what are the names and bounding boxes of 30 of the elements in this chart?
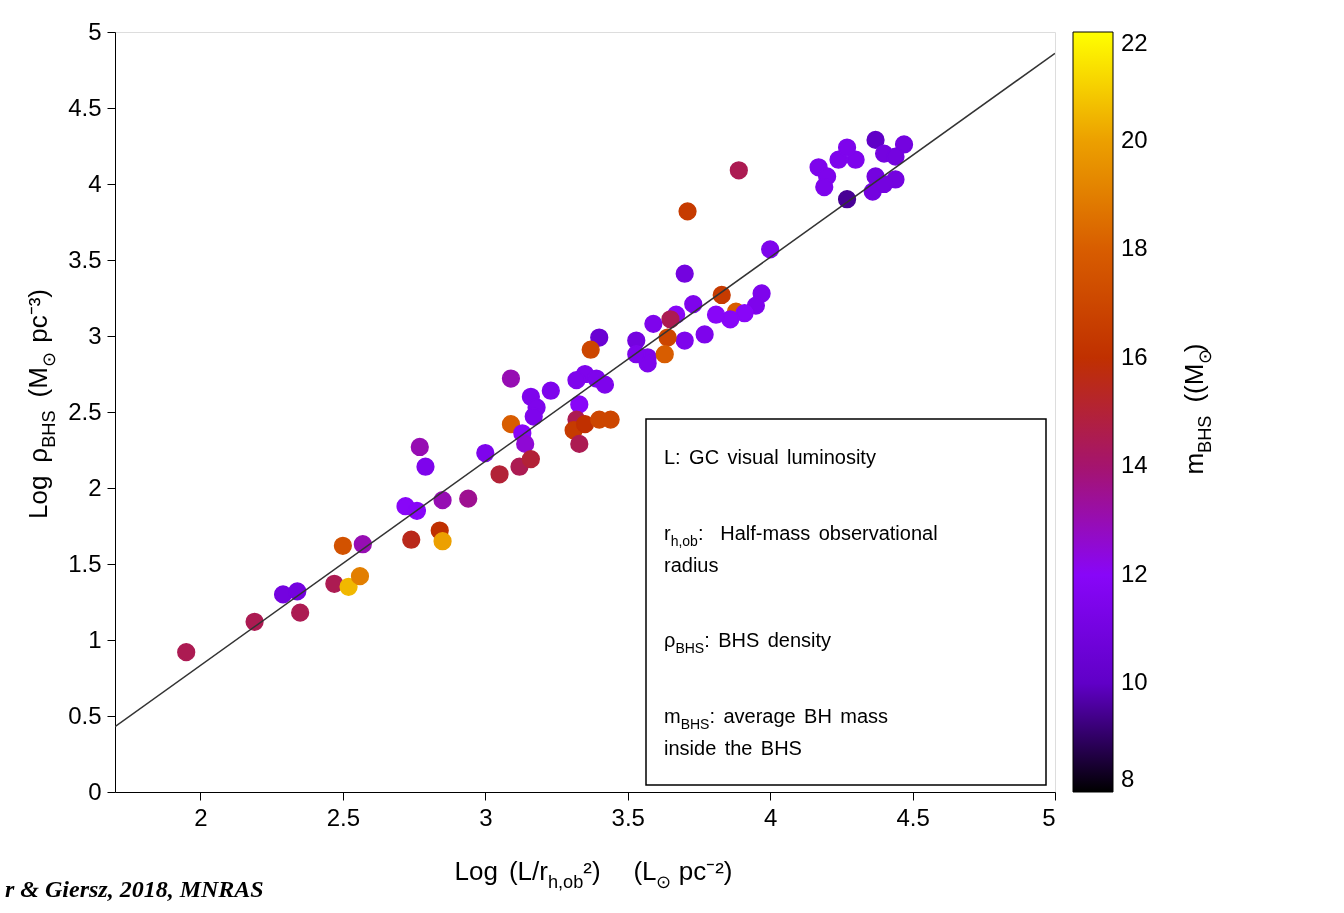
x-tick-label: 5 bbox=[1042, 803, 1056, 831]
y-axis-title: Log ρBHS (M⊙ pc⁻³) bbox=[23, 289, 59, 520]
text: r & Giersz, 2018, MNRAS bbox=[5, 876, 264, 902]
color-bar-label: 14 bbox=[1121, 451, 1148, 479]
y-tick-label: 4.5 bbox=[68, 93, 102, 121]
color-bar-label: 10 bbox=[1121, 668, 1148, 696]
color-bar-title: mBHS ((M⊙) bbox=[1179, 343, 1215, 475]
color-bar-label: 18 bbox=[1121, 234, 1148, 262]
color-bar-label: 8 bbox=[1121, 765, 1135, 792]
x-tick-label: 4.5 bbox=[896, 803, 930, 831]
x-tick-label: 2 bbox=[194, 803, 208, 831]
x-tick-label: 2.5 bbox=[326, 803, 361, 831]
color-bar-label: 20 bbox=[1121, 125, 1148, 153]
x-tick-label: 4 bbox=[763, 803, 778, 831]
y-tick-label: 1 bbox=[88, 625, 102, 653]
y-tick-label: 2.5 bbox=[68, 397, 102, 425]
x-tick-label: 3.5 bbox=[611, 803, 645, 831]
x-tick-label: 3 bbox=[479, 803, 493, 831]
color-bar-label: 22 bbox=[1121, 29, 1148, 56]
y-tick-label: 1.5 bbox=[68, 549, 102, 577]
y-tick-label: 3.5 bbox=[68, 245, 102, 273]
color-bar-label: 16 bbox=[1121, 342, 1148, 370]
y-tick-label: 3 bbox=[88, 321, 102, 349]
y-tick-label: 0.5 bbox=[68, 701, 102, 729]
color-bar-label: 12 bbox=[1121, 559, 1148, 587]
y-tick-label: 4 bbox=[88, 169, 102, 197]
y-tick-label: 2 bbox=[88, 473, 102, 501]
y-tick-label: 0 bbox=[88, 777, 102, 805]
y-tick-label: 5 bbox=[88, 17, 102, 45]
annotation: L: GC visual luminosity bbox=[664, 446, 876, 468]
